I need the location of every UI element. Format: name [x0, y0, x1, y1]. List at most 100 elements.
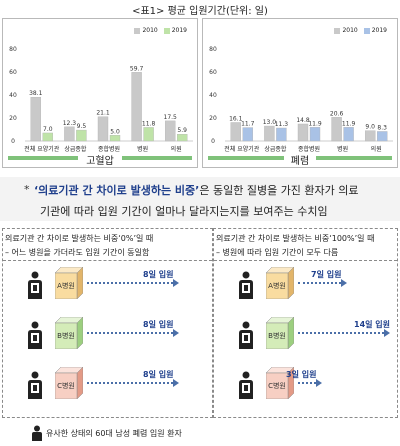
legend-swatch-2019	[363, 27, 370, 34]
chart-pneumonia: 0 20 40 60 80 16.111.7 전체 요양기관 13.011.3 상급종합 14.8…	[209, 46, 393, 153]
bar-2019	[276, 127, 287, 142]
stay-arrow	[87, 282, 173, 284]
data-label: 5.9	[177, 127, 187, 134]
note-line-1-text: 은 동일한 질병을 가진 환자가 의료	[199, 184, 359, 197]
hospital-box: B병원	[265, 316, 295, 350]
data-label: 11.3	[275, 121, 289, 128]
legend-item-2019: 2019	[363, 27, 387, 34]
data-label: 11.9	[308, 120, 322, 127]
x-category-label: 의원	[171, 145, 182, 153]
y-tick-label: 0	[11, 138, 15, 145]
chart-legend: 2010 2019	[134, 27, 187, 34]
stay-arrow	[298, 332, 384, 334]
chart-panel-pneumonia: 0 20 40 60 80 16.1 11.7 전체 요양기관 13.0 11.3 상급종합 14.8…	[202, 18, 398, 168]
patient-icon	[32, 425, 42, 441]
scenario-hundred-percent: 의료기관 간 차이로 발생하는 비중‘100%’일 때 – 병원에 따라 입원 …	[213, 228, 398, 418]
chart-hypertension: 0 20 40 60 80 38.1 7.0 전체 요양기관 12.3 9.5 상급종합 21.1 5.…	[9, 46, 193, 153]
hospital-label: A병원	[57, 282, 75, 290]
data-label: 12.3	[63, 120, 77, 127]
patient-icon	[25, 371, 45, 399]
x-category-label: 의원	[371, 145, 382, 153]
bar-2019	[76, 129, 87, 142]
y-tick-label: 80	[9, 46, 17, 53]
note-line-1: ‘의료기관 간 차이로 발생하는 비중’은 동일한 질병을 가진 환자가 의료	[34, 182, 400, 198]
patient-icon	[236, 321, 256, 349]
y-tick-label: 40	[209, 92, 217, 99]
y-tick-label: 80	[209, 46, 217, 53]
bar-2019	[176, 134, 188, 142]
data-label: 7.0	[43, 126, 53, 133]
x-category-label: 병원	[137, 145, 148, 153]
patient-icon	[236, 371, 256, 399]
data-label: 59.7	[130, 65, 144, 72]
y-tick-label: 20	[9, 115, 17, 122]
bar-2010	[331, 117, 342, 142]
stay-arrow	[87, 382, 173, 384]
data-label: 9.0	[365, 124, 375, 131]
bar-2019	[242, 127, 253, 142]
data-label: 9.5	[77, 123, 87, 130]
patient-icon	[236, 271, 256, 299]
data-label: 21.1	[96, 110, 110, 117]
stay-arrow	[298, 382, 316, 384]
hospital-label: B병원	[268, 332, 286, 340]
hospital-label: C병원	[268, 382, 286, 390]
hospital-label: C병원	[57, 382, 75, 390]
stay-label: 7일 입원	[311, 270, 342, 279]
data-label: 17.5	[164, 114, 178, 121]
hospital-box: C병원	[265, 366, 295, 400]
data-label: 8.3	[377, 124, 387, 131]
y-tick-label: 0	[211, 138, 215, 145]
data-label: 38.1	[29, 90, 43, 97]
bar-2019	[109, 135, 121, 142]
chart-panel-hypertension: 0 20 40 60 80 38.1 7.0 전체 요양기관 12.3 9.5 상급종합 21.1 5.…	[2, 18, 198, 168]
data-label: 13.0	[263, 119, 277, 126]
caption-rule	[8, 156, 78, 160]
bar-2010	[64, 126, 75, 142]
bar-2010	[30, 96, 41, 142]
arrow-head-icon	[341, 279, 347, 287]
legend-swatch-2019	[163, 27, 170, 34]
hospital-box: A병원	[265, 266, 295, 300]
legend-item-2010: 2010	[334, 27, 358, 34]
hospital-box: B병원	[54, 316, 84, 350]
bar-2010	[131, 72, 142, 142]
hospital-label: B병원	[57, 332, 75, 340]
bar-2010	[97, 116, 109, 142]
legend-label-2019: 2019	[371, 27, 387, 34]
data-label: 20.6	[330, 110, 344, 117]
y-tick-label: 60	[209, 69, 217, 76]
scenario-subheading: – 어느 병원을 가더라도 입원 기간이 동일함	[5, 248, 150, 257]
arrow-head-icon	[384, 329, 390, 337]
data-label: 11.7	[241, 121, 255, 128]
legend-swatch-2010	[334, 27, 341, 34]
legend-label-2010: 2010	[142, 27, 158, 34]
x-category-label: 종합병원	[298, 145, 320, 153]
scenario-subheading: – 병원에 따라 입원 기간이 모두 다름	[216, 248, 339, 257]
x-category-label: 전체 요양기관	[224, 145, 260, 153]
caption-rule	[122, 156, 192, 160]
scenario-heading: 의료기관 간 차이로 발생하는 비중‘100%’일 때	[216, 234, 375, 243]
patient-icon	[25, 271, 45, 299]
stay-label: 8일 입원	[143, 370, 174, 379]
stay-label: 3일 입원	[286, 370, 317, 379]
scenario-zero-percent: 의료기관 간 차이로 발생하는 비중‘0%’일 때 – 어느 병원을 가더라도 …	[2, 228, 213, 418]
page-title: <표1> 평균 입원기간(단위: 일)	[132, 6, 268, 17]
scenario-divider	[3, 260, 212, 261]
bar-2019	[143, 127, 154, 142]
chart-legend: 2010 2019	[334, 27, 387, 34]
chart-caption-pneumonia: 폐렴	[290, 156, 310, 167]
caption-rule	[208, 156, 284, 160]
note-box	[0, 177, 400, 221]
data-label: 5.0	[110, 128, 120, 135]
bar-2010	[297, 123, 309, 142]
note-star: *	[24, 183, 30, 196]
stay-arrow	[87, 332, 173, 334]
bar-2010	[264, 125, 275, 142]
arrow-head-icon	[173, 379, 179, 387]
arrow-head-icon	[173, 279, 179, 287]
legend-label-2010: 2010	[342, 27, 358, 34]
stay-arrow	[298, 282, 341, 284]
bar-2010	[230, 122, 241, 142]
caption-rule	[316, 156, 392, 160]
